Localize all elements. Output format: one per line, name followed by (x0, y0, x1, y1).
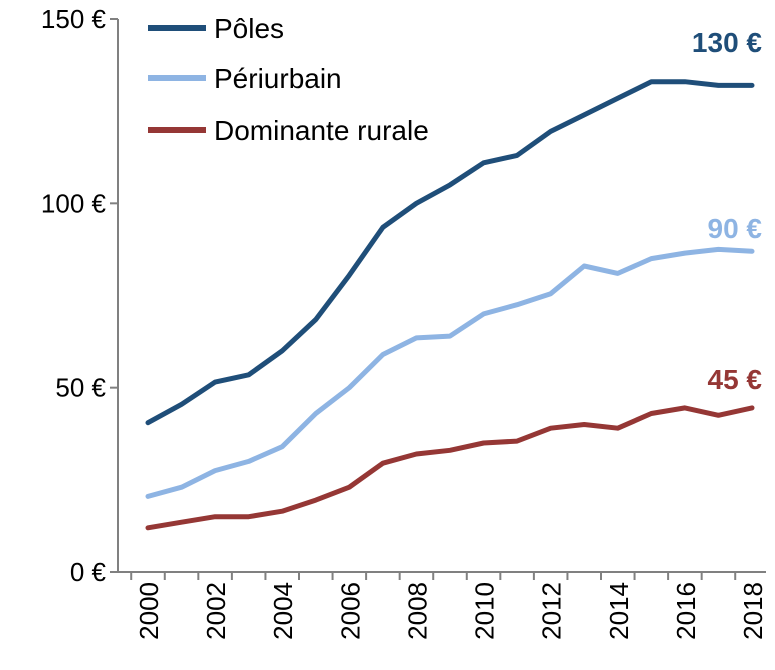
y-tick-label: 50 € (55, 373, 106, 403)
x-tick-label: 2010 (470, 582, 500, 640)
series-line-2 (145, 405, 755, 531)
y-tick-label: 150 € (41, 4, 107, 34)
legend: Pôles Périurbain Dominante rurale (148, 13, 429, 146)
x-tick-label: 2002 (201, 582, 231, 640)
x-tick-label: 2012 (537, 582, 567, 640)
end-value-labels: 130 € 90 € 45 € (692, 27, 763, 395)
x-tick-label: 2004 (268, 582, 298, 640)
y-axis-ticks: 0 € 50 € 100 € 150 € (41, 4, 118, 587)
end-label-0: 130 € (692, 27, 762, 58)
y-tick-label: 100 € (41, 188, 107, 218)
x-tick-label: 2006 (335, 582, 365, 640)
end-label-2: 45 € (708, 364, 763, 395)
x-tick-label: 2014 (604, 582, 634, 640)
end-label-1: 90 € (708, 213, 763, 244)
y-tick-label: 0 € (70, 557, 107, 587)
legend-label-2: Dominante rurale (214, 115, 429, 146)
series-lines (145, 79, 755, 531)
x-tick-label: 2000 (134, 582, 164, 640)
legend-label-1: Périurbain (214, 63, 342, 94)
series-line-0 (145, 79, 755, 426)
x-tick-label: 2008 (402, 582, 432, 640)
x-axis-ticks: 2000 2002 2004 2006 2008 2010 2012 2014 2016 2018 (130, 572, 768, 640)
x-tick-label: 2016 (671, 582, 701, 640)
series-line-1 (145, 246, 755, 499)
x-tick-label: 2018 (738, 582, 768, 640)
legend-label-0: Pôles (214, 13, 284, 44)
